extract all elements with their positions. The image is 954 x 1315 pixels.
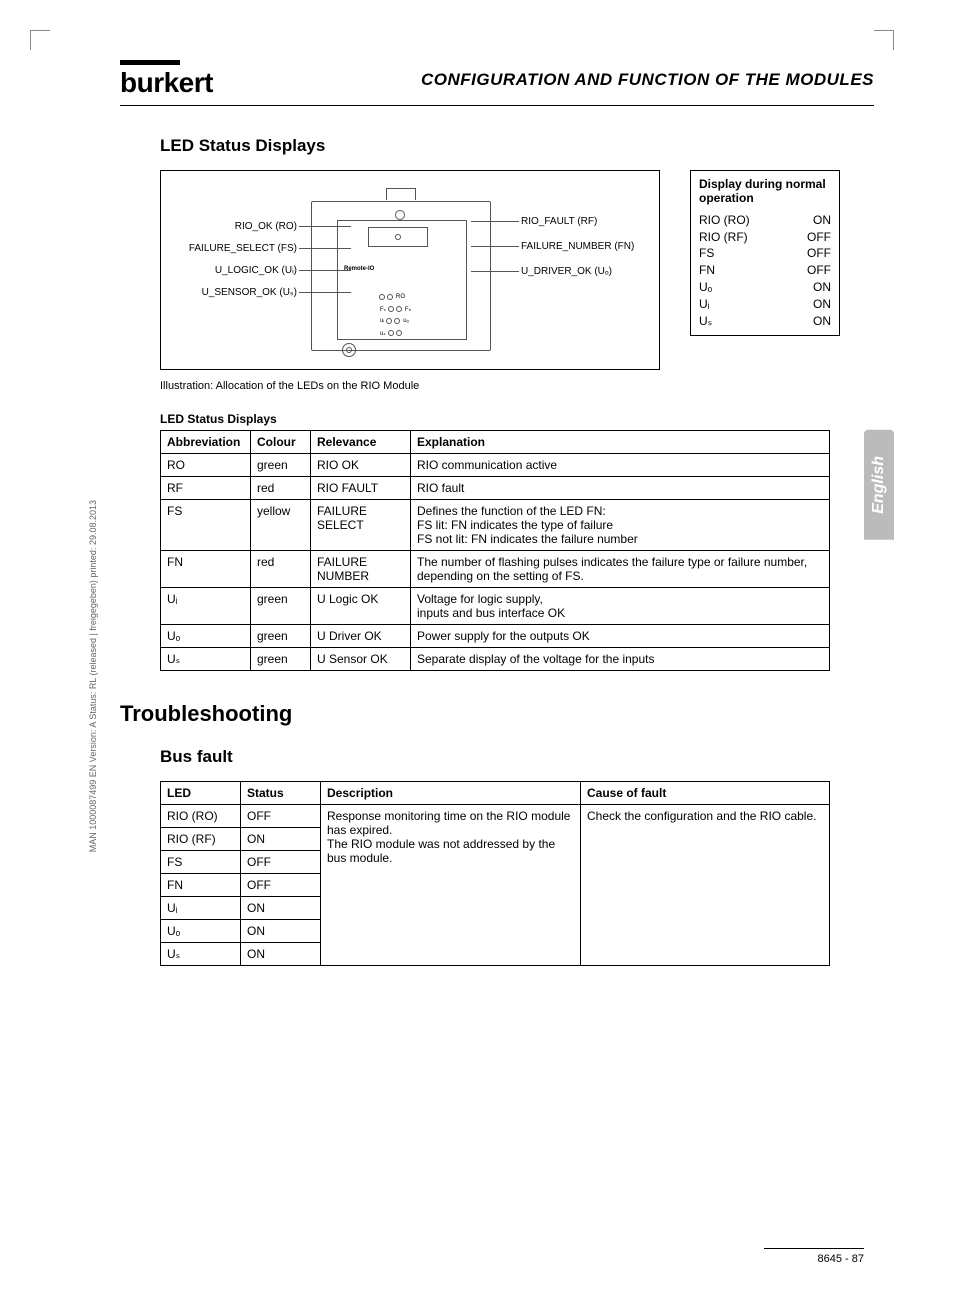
th-cause: Cause of fault (581, 782, 830, 805)
table-row: UₒgreenU Driver OKPower supply for the o… (161, 625, 830, 648)
th-relevance: Relevance (311, 431, 411, 454)
page: burkert CONFIGURATION AND FUNCTION OF TH… (0, 0, 954, 1315)
header-title: CONFIGURATION AND FUNCTION OF THE MODULE… (421, 70, 874, 90)
bus-fault-heading: Bus fault (160, 747, 874, 767)
sb-v: OFF (807, 262, 831, 279)
table-row: UₛgreenU Sensor OKSeparate display of th… (161, 648, 830, 671)
sb-v: ON (813, 279, 831, 296)
label-u-driver: U_DRIVER_OK (Uₒ) (521, 266, 612, 277)
illustration-caption: Illustration: Allocation of the LEDs on … (160, 380, 874, 392)
section-heading: LED Status Displays (160, 136, 874, 156)
language-tab: English (864, 430, 894, 540)
logo-text: burkert (120, 67, 213, 98)
sb-k: FN (699, 262, 715, 279)
label-failure-select: FAILURE_SELECT (FS) (167, 243, 297, 254)
sb-k: Uᵢ (699, 296, 710, 313)
th-explanation: Explanation (411, 431, 830, 454)
logo: burkert (120, 60, 213, 99)
table-row: UᵢgreenU Logic OKVoltage for logic suppl… (161, 588, 830, 625)
sb-v: ON (813, 212, 831, 229)
device-drawing: Remote-IO RO FₛFₙ uᵢuₒ uₛ (311, 201, 491, 351)
bus-fault-table: LED Status Description Cause of fault RI… (160, 781, 830, 966)
table-row: RIO (RO) OFF Response monitoring time on… (161, 805, 830, 828)
label-rio-fault: RIO_FAULT (RF) (521, 216, 597, 227)
label-rio-ok: RIO_OK (RO) (167, 221, 297, 232)
troubleshooting-heading: Troubleshooting (120, 701, 874, 727)
sb-k: FS (699, 245, 714, 262)
page-footer: 8645 - 87 (764, 1248, 864, 1265)
side-box-title: Display during normal operation (699, 177, 831, 206)
sb-v: OFF (807, 229, 831, 246)
sb-k: RIO (RO) (699, 212, 750, 229)
illustration-box: RIO_OK (RO) FAILURE_SELECT (FS) U_LOGIC_… (160, 170, 660, 370)
table-row: RFredRIO FAULTRIO fault (161, 477, 830, 500)
th-colour: Colour (251, 431, 311, 454)
page-header: burkert CONFIGURATION AND FUNCTION OF TH… (120, 60, 874, 106)
th-description: Description (321, 782, 581, 805)
sb-v: ON (813, 313, 831, 330)
label-u-sensor: U_SENSOR_OK (Uₛ) (167, 287, 297, 298)
normal-operation-box: Display during normal operation RIO (RO)… (690, 170, 840, 336)
sb-k: RIO (RF) (699, 229, 748, 246)
sb-v: ON (813, 296, 831, 313)
label-failure-number: FAILURE_NUMBER (FN) (521, 241, 634, 252)
sb-k: Uₛ (699, 313, 712, 330)
led-table-title: LED Status Displays (160, 412, 874, 426)
device-label: Remote-IO (344, 266, 374, 272)
sb-v: OFF (807, 245, 831, 262)
led-status-table: Abbreviation Colour Relevance Explanatio… (160, 430, 830, 671)
doc-meta: MAN 1000087499 EN Version: A Status: RL … (88, 500, 98, 852)
label-u-logic: U_LOGIC_OK (Uᵢ) (167, 265, 297, 276)
table-row: ROgreenRIO OKRIO communication active (161, 454, 830, 477)
th-status: Status (241, 782, 321, 805)
th-led: LED (161, 782, 241, 805)
sb-k: Uₒ (699, 279, 712, 296)
th-abbr: Abbreviation (161, 431, 251, 454)
table-row: FNredFAILURE NUMBERThe number of flashin… (161, 551, 830, 588)
table-row: FSyellowFAILURE SELECTDefines the functi… (161, 500, 830, 551)
